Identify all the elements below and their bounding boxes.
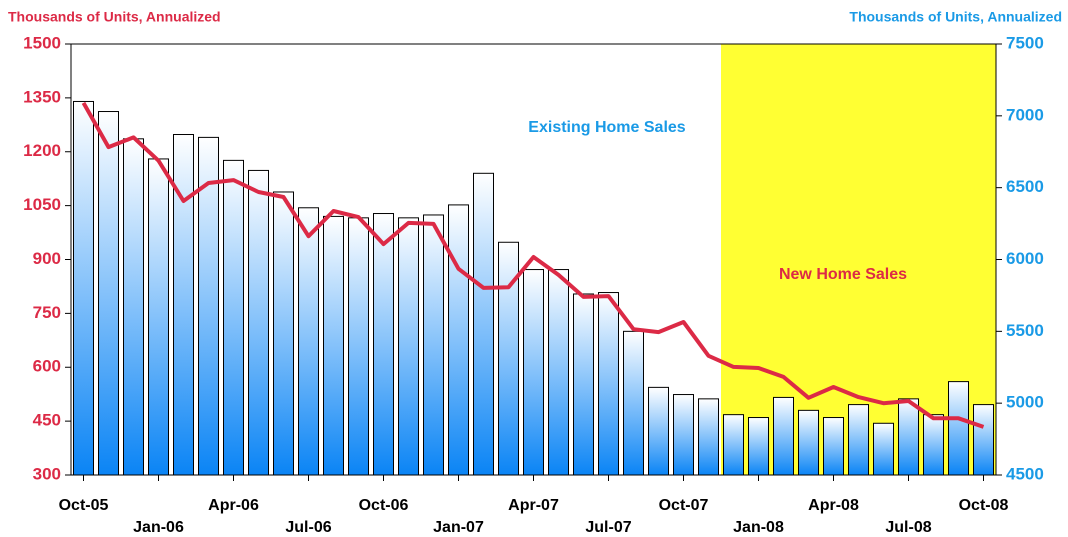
x-tick-label: Oct-05: [59, 497, 109, 514]
bar: [173, 134, 194, 476]
y-tick-label: 1050: [23, 195, 61, 214]
bar: [623, 330, 644, 476]
bar: [373, 213, 394, 476]
bar: [898, 398, 919, 476]
y-tick-label: 1350: [23, 87, 61, 106]
bar: [723, 414, 744, 476]
y-tick-label: 450: [33, 411, 61, 430]
x-tick-label: Jul-06: [285, 519, 331, 536]
bar: [273, 191, 294, 476]
x-tick-label: Apr-08: [808, 497, 859, 514]
bar: [298, 207, 319, 476]
bar: [798, 409, 819, 476]
x-tick-label: Jan-07: [433, 519, 484, 536]
bar: [98, 111, 119, 476]
bar: [948, 381, 969, 476]
x-tick-label: Oct-07: [659, 497, 709, 514]
x-tick-label: Apr-06: [208, 497, 259, 514]
bar: [348, 217, 369, 476]
bar: [523, 269, 544, 476]
line: [81, 101, 985, 429]
bar: [848, 404, 869, 476]
y2-tick-label: 6500: [1006, 177, 1044, 196]
series-label: Existing Home Sales: [528, 119, 685, 136]
bar: [773, 396, 794, 476]
bar: [648, 386, 669, 476]
bar: [423, 214, 444, 476]
x-tick-label: Jan-06: [133, 519, 184, 536]
bar: [548, 269, 569, 476]
y-tick-label: 750: [33, 303, 61, 322]
x-tick-label: Apr-07: [508, 497, 559, 514]
bar: [573, 293, 594, 476]
bar: [873, 422, 894, 476]
y-axis-title: Thousands of Units, Annualized: [8, 9, 221, 25]
y-tick-label: 1200: [23, 141, 61, 160]
bar: [73, 100, 94, 476]
x-tick-label: Jul-07: [585, 519, 631, 536]
y-tick-label: 300: [33, 464, 61, 483]
x-tick-label: Jan-08: [733, 519, 784, 536]
bar: [973, 404, 994, 476]
y2-tick-label: 7500: [1006, 33, 1044, 52]
x-tick-label: Jul-08: [885, 519, 931, 536]
bar: [923, 414, 944, 476]
y2-tick-label: 4500: [1006, 464, 1044, 483]
bar: [123, 138, 144, 476]
bar: [323, 215, 344, 476]
bar: [473, 172, 494, 476]
y-tick-label: 900: [33, 249, 61, 268]
bar: [698, 398, 719, 476]
bar: [823, 417, 844, 476]
y-tick-label: 1500: [23, 33, 61, 52]
x-tick-label: Oct-06: [359, 497, 409, 514]
x-tick-label: Oct-08: [959, 497, 1009, 514]
y2-tick-label: 5000: [1006, 393, 1044, 412]
bar: [748, 417, 769, 476]
bar: [223, 159, 244, 476]
bar: [598, 292, 619, 476]
y2-tick-label: 5500: [1006, 321, 1044, 340]
y-tick-label: 600: [33, 357, 61, 376]
bar: [148, 158, 169, 476]
y2-axis-title: Thousands of Units, Annualized: [849, 9, 1062, 25]
y2-tick-label: 7000: [1006, 105, 1044, 124]
bar: [398, 217, 419, 476]
bar: [448, 204, 469, 476]
bar: [248, 169, 269, 476]
bar: [673, 394, 694, 476]
y2-tick-label: 6000: [1006, 249, 1044, 268]
series-label: New Home Sales: [779, 266, 907, 283]
